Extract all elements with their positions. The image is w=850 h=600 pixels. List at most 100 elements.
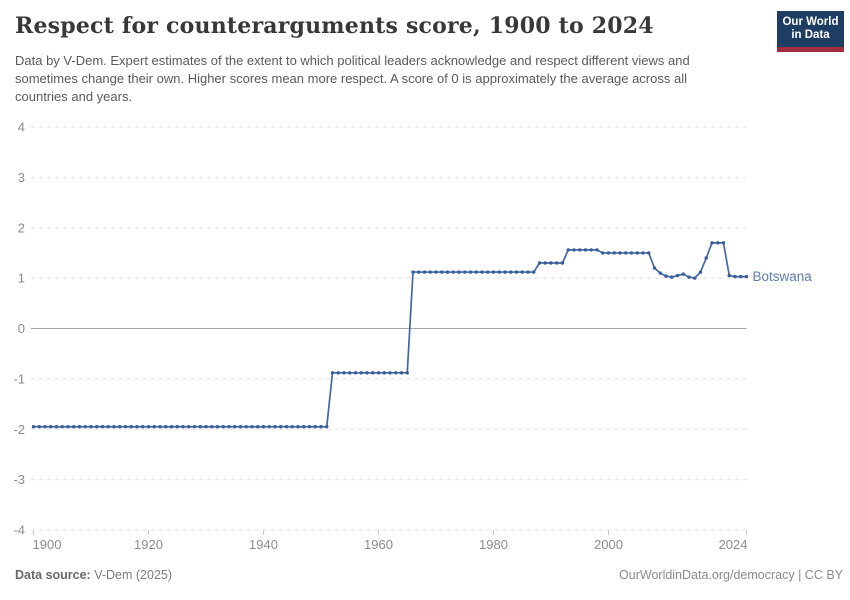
data-point-1958[interactable]: [365, 371, 369, 375]
data-point-1960[interactable]: [376, 371, 381, 375]
data-point-1939[interactable]: [256, 425, 260, 429]
data-point-1962[interactable]: [388, 371, 392, 375]
license-link[interactable]: CC BY: [804, 568, 843, 582]
data-point-1982[interactable]: [503, 270, 507, 274]
data-point-1944[interactable]: [284, 425, 289, 429]
data-point-1977[interactable]: [474, 270, 478, 274]
data-point-1970[interactable]: [434, 270, 438, 274]
data-point-1967[interactable]: [417, 270, 421, 274]
data-point-1997[interactable]: [589, 248, 593, 252]
data-point-2019[interactable]: [716, 241, 720, 245]
data-point-1948[interactable]: [307, 425, 312, 429]
data-point-1916[interactable]: [123, 425, 128, 429]
data-point-1996[interactable]: [583, 248, 588, 252]
data-point-1954[interactable]: [342, 371, 346, 375]
data-point-2010[interactable]: [664, 274, 668, 278]
data-point-1934[interactable]: [227, 425, 231, 429]
data-point-2020[interactable]: [721, 241, 726, 245]
data-point-1951[interactable]: [325, 425, 329, 429]
data-point-1964[interactable]: [399, 371, 404, 375]
data-point-1979[interactable]: [486, 270, 490, 274]
data-point-2004[interactable]: [629, 251, 634, 255]
data-point-1973[interactable]: [451, 270, 455, 274]
data-point-1936[interactable]: [238, 425, 243, 429]
data-point-1992[interactable]: [560, 261, 565, 265]
data-point-1969[interactable]: [428, 270, 432, 274]
data-point-2008[interactable]: [652, 266, 657, 270]
data-point-1918[interactable]: [135, 425, 139, 429]
data-point-1901[interactable]: [37, 425, 41, 429]
data-point-1900[interactable]: [31, 425, 36, 429]
data-point-1999[interactable]: [601, 251, 605, 255]
data-point-1978[interactable]: [480, 270, 484, 274]
data-point-1998[interactable]: [595, 248, 599, 252]
data-point-1919[interactable]: [141, 425, 145, 429]
data-point-2023[interactable]: [739, 274, 743, 279]
data-point-1993[interactable]: [566, 248, 570, 252]
data-point-1959[interactable]: [371, 371, 375, 375]
data-point-1938[interactable]: [250, 425, 254, 429]
data-point-1965[interactable]: [405, 371, 409, 375]
data-point-1963[interactable]: [394, 371, 398, 375]
data-point-1986[interactable]: [526, 270, 530, 274]
data-point-1976[interactable]: [468, 270, 473, 274]
data-point-1988[interactable]: [537, 261, 542, 265]
data-point-1908[interactable]: [77, 425, 82, 429]
data-point-1994[interactable]: [572, 248, 576, 252]
data-point-2003[interactable]: [624, 251, 628, 255]
data-point-1902[interactable]: [43, 425, 47, 429]
data-point-1930[interactable]: [204, 425, 208, 429]
data-point-1972[interactable]: [445, 270, 450, 274]
owid-url-link[interactable]: OurWorldinData.org/democracy: [619, 568, 795, 582]
data-point-1984[interactable]: [514, 270, 519, 274]
data-point-1945[interactable]: [290, 425, 294, 429]
data-point-1928[interactable]: [192, 425, 197, 429]
data-point-2012[interactable]: [675, 273, 680, 278]
data-point-1922[interactable]: [158, 425, 162, 429]
data-point-1910[interactable]: [89, 425, 93, 429]
data-point-1926[interactable]: [181, 425, 185, 429]
data-point-1935[interactable]: [233, 425, 237, 429]
data-point-2017[interactable]: [704, 256, 708, 260]
data-point-1931[interactable]: [210, 425, 214, 429]
data-point-1937[interactable]: [244, 425, 248, 429]
owid-logo[interactable]: Our World in Data: [777, 11, 844, 52]
data-point-1912[interactable]: [100, 425, 105, 429]
data-point-1923[interactable]: [164, 425, 168, 429]
data-point-2022[interactable]: [733, 274, 737, 279]
data-point-2015[interactable]: [693, 276, 697, 280]
data-point-2016[interactable]: [698, 270, 703, 274]
data-point-2014[interactable]: [687, 275, 691, 279]
data-point-2006[interactable]: [641, 251, 645, 255]
data-point-2001[interactable]: [612, 251, 616, 255]
data-point-1980[interactable]: [491, 270, 496, 274]
data-point-1950[interactable]: [319, 425, 323, 429]
data-point-1942[interactable]: [273, 425, 277, 429]
data-point-1915[interactable]: [118, 425, 122, 429]
data-point-1911[interactable]: [95, 425, 99, 429]
data-point-1921[interactable]: [152, 425, 156, 429]
data-point-2021[interactable]: [727, 273, 731, 278]
series-label-botswana[interactable]: Botswana: [753, 269, 813, 284]
data-point-1990[interactable]: [549, 261, 553, 265]
data-point-1947[interactable]: [302, 425, 306, 429]
data-point-2002[interactable]: [618, 251, 622, 255]
data-point-1927[interactable]: [187, 425, 191, 429]
data-point-1905[interactable]: [60, 425, 64, 429]
data-point-2007[interactable]: [647, 251, 651, 255]
data-point-2000[interactable]: [606, 251, 611, 255]
data-point-1920[interactable]: [146, 425, 151, 429]
data-point-1909[interactable]: [83, 425, 87, 429]
data-point-1966[interactable]: [411, 270, 415, 274]
data-point-1943[interactable]: [279, 425, 283, 429]
data-point-1961[interactable]: [382, 371, 386, 375]
data-point-1903[interactable]: [49, 425, 53, 429]
data-point-1906[interactable]: [66, 425, 70, 429]
data-point-1957[interactable]: [359, 371, 363, 375]
data-point-1971[interactable]: [440, 270, 444, 274]
data-point-1933[interactable]: [221, 425, 225, 429]
data-point-1974[interactable]: [457, 270, 461, 274]
data-point-2009[interactable]: [658, 271, 662, 275]
data-point-1914[interactable]: [112, 425, 116, 429]
series-line-botswana[interactable]: [32, 242, 748, 428]
